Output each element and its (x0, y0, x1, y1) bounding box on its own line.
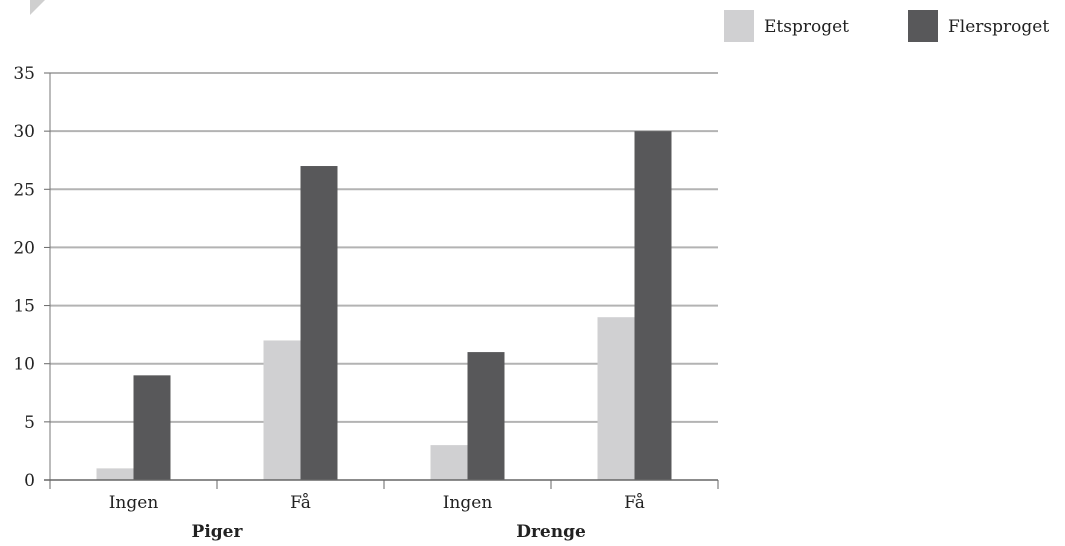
legend-swatch-flersproget (908, 10, 938, 42)
grid-lines (50, 72, 718, 423)
group-label: Drenge (516, 522, 586, 542)
x-axis-labels: Ingen Få Ingen Få Piger Drenge (109, 493, 645, 542)
y-tick-label: 15 (13, 297, 35, 317)
y-tick-label: 10 (13, 355, 35, 375)
y-axis-ticks: 0 5 10 15 20 25 30 35 (13, 64, 50, 491)
legend-label-flersproget: Flersproget (948, 17, 1049, 37)
bar-flersproget-3 (634, 131, 672, 480)
bar-flersproget-1 (300, 166, 338, 480)
bars (96, 131, 672, 480)
legend-label-etsproget: Etsproget (764, 17, 849, 37)
category-label: Få (290, 493, 311, 513)
bar-flersproget-2 (467, 352, 505, 480)
category-label: Ingen (443, 493, 493, 513)
group-label: Piger (192, 522, 244, 542)
category-label: Få (624, 493, 645, 513)
bar-etsproget-3 (597, 317, 635, 480)
category-label: Ingen (109, 493, 159, 513)
bar-etsproget-1 (263, 340, 301, 480)
bar-flersproget-0 (133, 375, 171, 480)
bar-etsproget-0 (96, 468, 134, 480)
y-tick-label: 25 (13, 180, 35, 200)
legend: Etsproget Flersproget (724, 10, 1049, 42)
legend-swatch-etsproget (724, 10, 754, 42)
bar-etsproget-2 (430, 445, 468, 480)
y-tick-label: 0 (24, 471, 35, 491)
y-tick-label: 30 (13, 122, 35, 142)
corner-decoration (30, 0, 45, 15)
y-tick-label: 5 (24, 413, 35, 433)
axes (44, 73, 719, 489)
y-tick-label: 35 (13, 64, 35, 84)
y-tick-label: 20 (13, 238, 35, 258)
